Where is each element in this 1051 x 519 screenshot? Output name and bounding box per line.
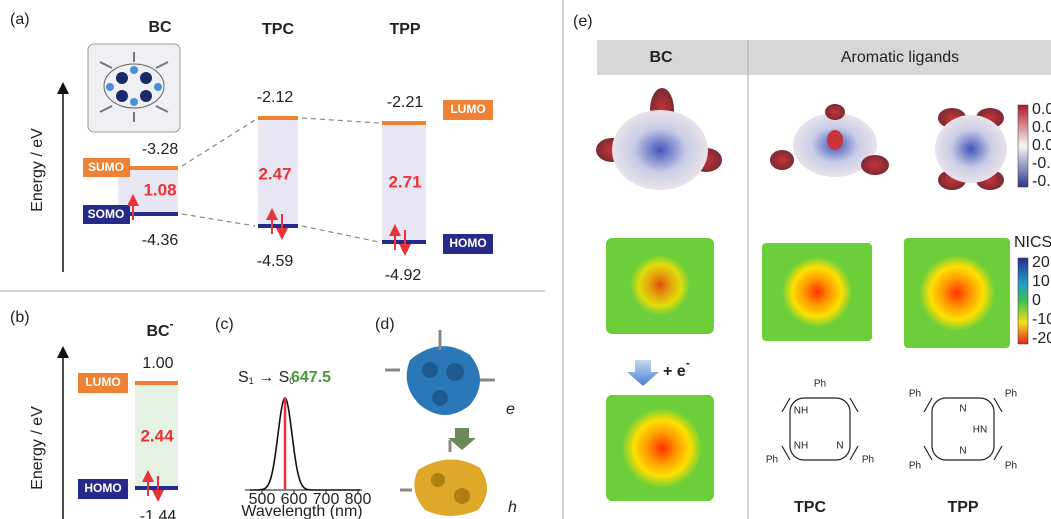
energy-value: -1.44 xyxy=(140,508,177,519)
arrow xyxy=(627,360,659,386)
reduction-text: + e xyxy=(663,363,686,380)
energy-value: -2.12 xyxy=(257,89,294,106)
colorbar-tick: 0.00 xyxy=(1032,137,1051,154)
level-tag: SOMO xyxy=(88,207,125,221)
arrow: → xyxy=(254,369,279,386)
structure xyxy=(782,398,1002,460)
energy-value: -4.92 xyxy=(385,267,422,284)
header: Aromatic ligands xyxy=(841,49,959,66)
gap-value: 1.08 xyxy=(143,180,176,199)
colorbar-tick: 20 xyxy=(1032,254,1050,271)
transition-label: S1 → S0 xyxy=(238,369,294,386)
atom-label: Ph xyxy=(814,379,826,390)
column-title: BC xyxy=(148,19,172,36)
electron-density xyxy=(385,330,495,415)
atom-label: N xyxy=(836,441,843,452)
title-text: NICS xyxy=(1014,234,1051,251)
atom-label: NH xyxy=(794,406,808,417)
colorbar xyxy=(1018,105,1028,187)
title-sup: - xyxy=(170,317,174,331)
panel-label: (d) xyxy=(375,316,395,333)
level-tag: SUMO xyxy=(88,160,124,174)
column-title: TPP xyxy=(389,21,420,38)
molecule-inset xyxy=(88,44,180,132)
reduction-label: + e- xyxy=(663,356,690,380)
atom-label: Ph xyxy=(1005,461,1017,472)
atom-label: NH xyxy=(794,441,808,452)
compound-label: TPC xyxy=(794,499,826,516)
title-text: BC xyxy=(146,323,170,340)
panel-label: (e) xyxy=(573,13,593,30)
colorbar-tick: -0.02 xyxy=(1032,155,1051,172)
colorbar-tick: -0.04 xyxy=(1032,173,1051,190)
header: BC xyxy=(649,49,673,66)
atom-label: Ph xyxy=(862,455,874,466)
level-tag: HOMO xyxy=(84,481,121,495)
figure: (a) BC TPC TPP Energy / eV SUMO SOMO -3.… xyxy=(0,0,1051,519)
column-title: TPC xyxy=(262,21,294,38)
atom-label: Ph xyxy=(909,389,921,400)
connector xyxy=(302,118,379,123)
atom-label: HN xyxy=(973,425,987,436)
colorbar-tick: 0.04 xyxy=(1032,101,1051,118)
level-tag: HOMO xyxy=(449,236,486,250)
axis-label: Energy / eV xyxy=(29,128,46,212)
compound-label: TPP xyxy=(947,499,978,516)
level-tag: LUMO xyxy=(450,102,485,116)
hole-density xyxy=(400,440,487,516)
energy-value: 1.00 xyxy=(142,355,173,372)
state-label: e xyxy=(506,401,515,418)
axis-label: Energy / eV xyxy=(29,406,46,490)
state: S xyxy=(279,369,290,386)
atom-label: N xyxy=(959,446,966,457)
spectrum xyxy=(250,398,360,490)
colorbar-tick: 0 xyxy=(1032,292,1041,309)
column-title: BC- xyxy=(146,317,173,340)
atom-label: N xyxy=(959,404,966,415)
energy-value: -4.36 xyxy=(142,232,179,249)
level-tag: LUMO xyxy=(85,375,120,389)
panel-label: (a) xyxy=(10,11,30,28)
atom-label: Ph xyxy=(1005,389,1017,400)
connector xyxy=(182,214,255,226)
colorbar-tick: -10 xyxy=(1032,311,1051,328)
energy-value: -2.21 xyxy=(387,94,424,111)
peak-label: 647.5 xyxy=(291,369,331,386)
atom-label: Ph xyxy=(909,461,921,472)
panel-label: (c) xyxy=(215,316,234,333)
gap-value: 2.71 xyxy=(388,172,421,191)
colorbar-title: NICSiso xyxy=(1014,234,1051,251)
arrow xyxy=(448,428,476,450)
colorbar xyxy=(1018,258,1028,344)
energy-value: -4.59 xyxy=(257,253,294,270)
colorbar-tick: -20 xyxy=(1032,330,1051,347)
colorbar-tick: 0.02 xyxy=(1032,119,1051,136)
state: S xyxy=(238,369,249,386)
axis-label: Wavelength (nm) xyxy=(241,503,362,519)
state-label: h xyxy=(508,499,517,516)
energy-value: -3.28 xyxy=(142,141,179,158)
connector xyxy=(182,120,255,166)
atom-label: Ph xyxy=(766,455,778,466)
esp-map xyxy=(596,88,1007,190)
reduction-sup: - xyxy=(686,356,690,370)
gap-value: 2.44 xyxy=(140,426,174,445)
connector xyxy=(302,226,379,242)
panel-label: (b) xyxy=(10,309,30,326)
gap-value: 2.47 xyxy=(258,164,291,183)
colorbar-tick: 10 xyxy=(1032,273,1050,290)
